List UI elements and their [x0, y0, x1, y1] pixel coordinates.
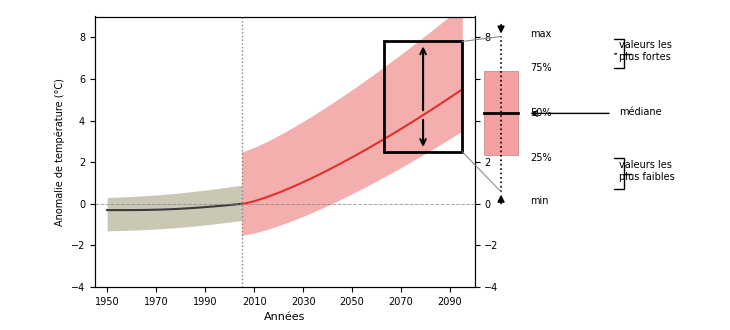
Text: valeurs les
plus faibles: valeurs les plus faibles	[619, 160, 675, 182]
Text: 75%: 75%	[530, 63, 552, 73]
Text: max: max	[530, 28, 551, 39]
X-axis label: Années: Années	[264, 313, 305, 322]
Y-axis label: Anomalie de température (°C): Anomalie de température (°C)	[55, 78, 65, 226]
Text: valeurs les
plus fortes: valeurs les plus fortes	[619, 40, 672, 62]
Text: 50%: 50%	[530, 108, 551, 118]
Bar	[484, 71, 518, 155]
Text: médiane: médiane	[619, 107, 661, 117]
Text: min: min	[530, 195, 548, 206]
Text: 25%: 25%	[530, 153, 552, 163]
Bar	[384, 42, 462, 152]
